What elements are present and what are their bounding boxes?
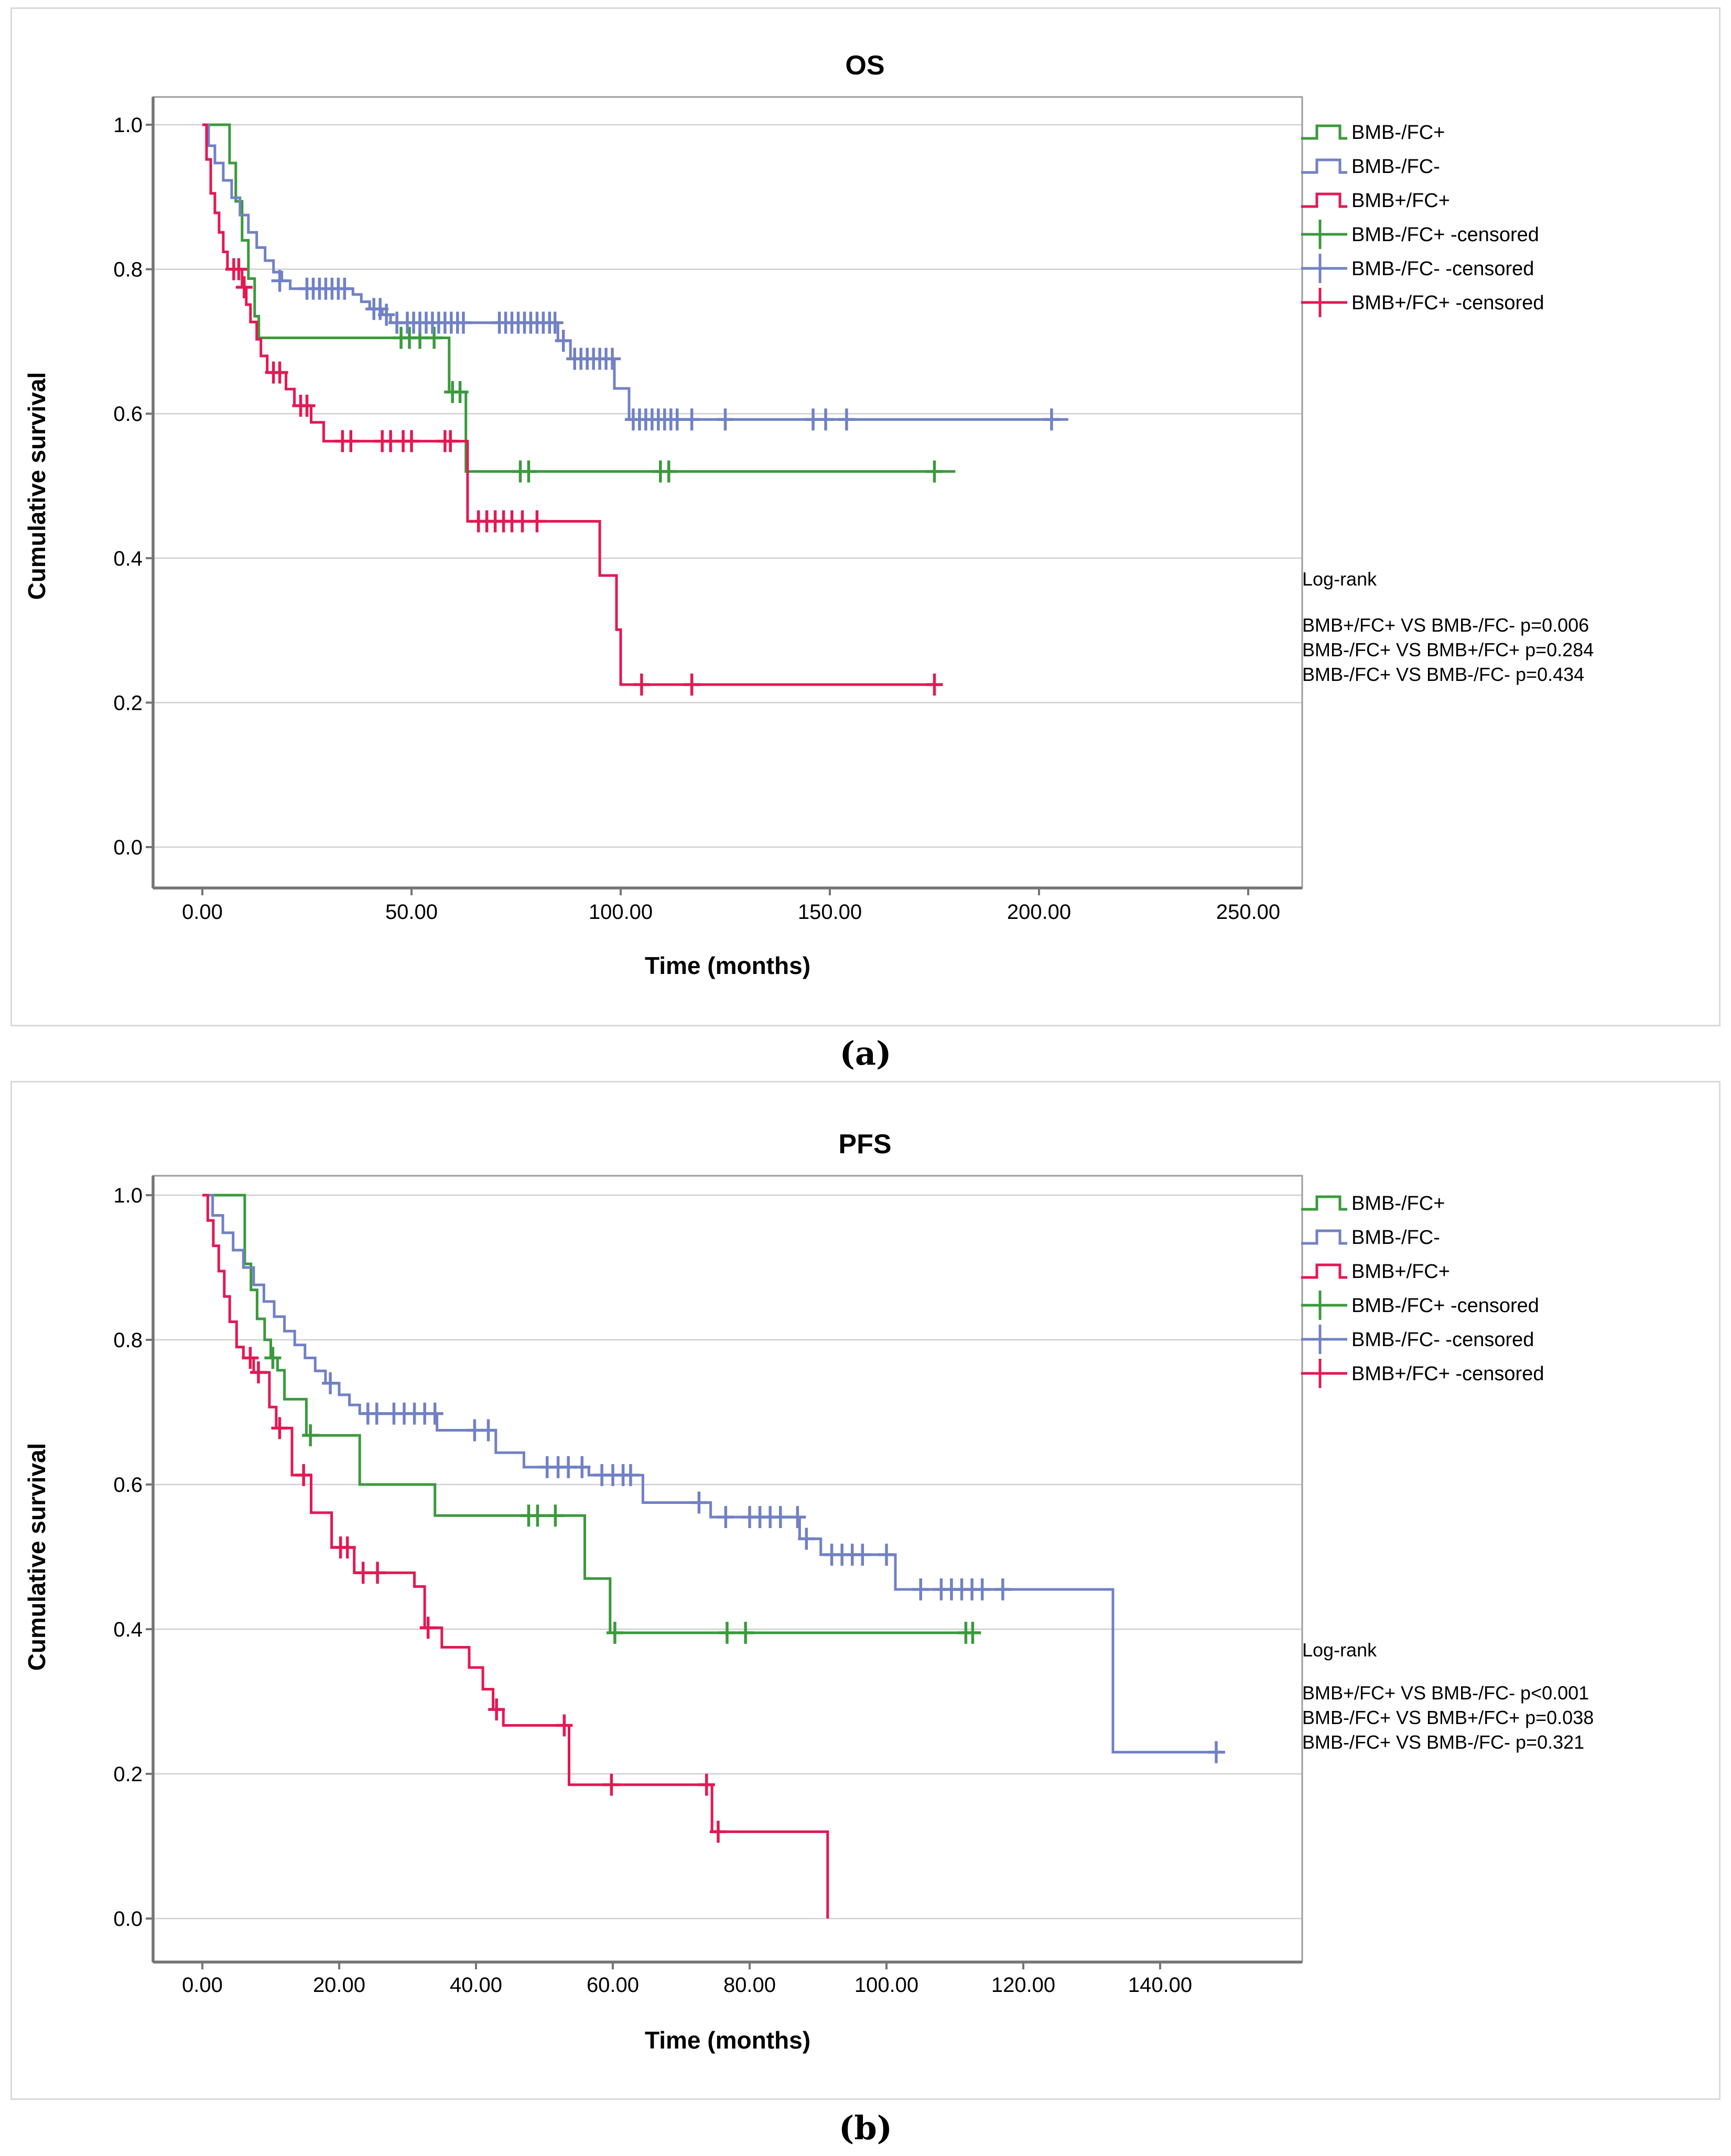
pfs-y-tick-label: 0.2 xyxy=(113,1763,143,1786)
os-log-rank-annotation: Log-rank BMB+/FC+ VS BMB-/FC- p=0.006 BMB-… xyxy=(1302,568,1594,685)
pfs-x-tick-label: 40.00 xyxy=(450,1974,502,1997)
pfs-gridlines xyxy=(153,1194,1302,1920)
pfs-plot-frame xyxy=(152,1175,1303,1964)
os-plot-frame xyxy=(152,96,1303,890)
pfs-x-tick-label: 20.00 xyxy=(313,1974,365,1997)
os-y-tick-label: 0.4 xyxy=(113,547,143,570)
pfs-x-tick-label: 80.00 xyxy=(723,1974,776,1997)
os-legend-label: BMB-/FC- xyxy=(1351,156,1440,178)
pfs-x-tick-label: 140.00 xyxy=(1128,1974,1192,1997)
os-censor-marks-blue xyxy=(271,269,1060,431)
pfs-y-tick-label: 0.4 xyxy=(113,1618,143,1641)
os-censor-marks-green xyxy=(393,327,943,483)
pfs-censor-marks-green xyxy=(264,1347,981,1644)
pfs-log-rank-line: BMB-/FC+ VS BMB-/FC- p=0.321 xyxy=(1302,1731,1584,1753)
os-y-axis-ticks: 1.0 0.8 0.6 0.4 0.2 0.0 xyxy=(113,114,153,859)
panel-a-label: (a) xyxy=(839,1034,892,1072)
os-x-tick-label: 200.00 xyxy=(1007,901,1071,924)
pfs-series-green xyxy=(202,1194,978,1634)
os-x-tick-label: 0.00 xyxy=(182,901,223,924)
pfs-log-rank-line: BMB-/FC+ VS BMB+/FC+ p=0.038 xyxy=(1302,1707,1594,1728)
os-x-tick-label: 250.00 xyxy=(1216,901,1280,924)
os-legend: BMB-/FC+ BMB-/FC- BMB+/FC+ BMB-/FC+ -censor… xyxy=(1301,122,1544,317)
pfs-legend-label: BMB-/FC- -censored xyxy=(1351,1329,1534,1351)
os-y-tick-label: 0.8 xyxy=(113,258,143,281)
pfs-censor-marks-red xyxy=(242,1347,727,1843)
pfs-series-red xyxy=(202,1194,829,1919)
os-x-axis-title: Time (months) xyxy=(645,952,810,979)
os-y-tick-label: 0.6 xyxy=(113,403,143,426)
pfs-y-tick-label: 0.6 xyxy=(113,1474,143,1497)
pfs-y-tick-label: 0.0 xyxy=(113,1908,143,1931)
pfs-legend-label: BMB-/FC+ -censored xyxy=(1351,1295,1539,1317)
os-chart-title: OS xyxy=(845,50,884,81)
os-x-axis-ticks: 0.00 50.00 100.00 150.00 200.00 250.00 xyxy=(182,888,1280,924)
pfs-series-blue xyxy=(202,1194,1225,1754)
pfs-legend-label: BMB-/FC+ xyxy=(1351,1193,1445,1215)
os-legend-label: BMB+/FC+ xyxy=(1351,190,1450,212)
os-series-blue xyxy=(202,123,1068,421)
os-legend-label: BMB-/FC- -censored xyxy=(1351,258,1534,280)
pfs-legend-label: BMB+/FC+ -censored xyxy=(1351,1363,1544,1385)
pfs-x-axis-title: Time (months) xyxy=(645,2027,810,2054)
pfs-x-axis-ticks: 0.00 20.00 40.00 60.00 80.00 100.00 120.00 140.… xyxy=(182,1962,1192,1997)
pfs-log-rank-header: Log-rank xyxy=(1302,1639,1377,1661)
pfs-x-tick-label: 60.00 xyxy=(587,1974,639,1997)
os-legend-label: BMB-/FC+ xyxy=(1351,122,1445,144)
pfs-x-tick-label: 100.00 xyxy=(854,1974,918,1997)
os-y-tick-label: 0.2 xyxy=(113,691,143,714)
pfs-x-tick-label: 120.00 xyxy=(991,1974,1055,1997)
os-survival-chart: 1.0 0.8 0.6 0.4 0.2 0.0 0.00 50.00 100.00 150.00 2… xyxy=(23,50,1594,979)
pfs-chart-title: PFS xyxy=(838,1129,891,1160)
pfs-x-tick-label: 0.00 xyxy=(182,1974,223,1997)
panel-pfs: 1.0 0.8 0.6 0.4 0.2 0.0 0.00 20.00 40.00 60.00 80.… xyxy=(10,1081,1721,2100)
os-x-tick-label: 50.00 xyxy=(385,901,438,924)
pfs-legend-label: BMB+/FC+ xyxy=(1351,1261,1450,1283)
os-y-axis-title: Cumulative survival xyxy=(23,372,50,600)
os-log-rank-line: BMB+/FC+ VS BMB-/FC- p=0.006 xyxy=(1302,614,1589,636)
pfs-legend: BMB-/FC+ BMB-/FC- BMB+/FC+ BMB-/FC+ -censor… xyxy=(1301,1193,1544,1388)
os-y-tick-label: 0.0 xyxy=(113,836,143,859)
pfs-y-axis-title: Cumulative survival xyxy=(23,1443,50,1671)
pfs-censor-marks-blue xyxy=(322,1372,1225,1763)
os-x-tick-label: 100.00 xyxy=(589,901,653,924)
os-gridlines xyxy=(153,124,1302,848)
pfs-y-tick-label: 1.0 xyxy=(113,1184,143,1207)
pfs-log-rank-line: BMB+/FC+ VS BMB-/FC- p<0.001 xyxy=(1302,1682,1589,1704)
os-log-rank-line: BMB-/FC+ VS BMB-/FC- p=0.434 xyxy=(1302,664,1584,685)
pfs-y-tick-label: 0.8 xyxy=(113,1329,143,1352)
os-censor-marks-red xyxy=(225,258,943,696)
panel-os: 1.0 0.8 0.6 0.4 0.2 0.0 0.00 50.00 100.00 150.00 2… xyxy=(10,7,1721,1026)
os-legend-label: BMB-/FC+ -censored xyxy=(1351,224,1539,246)
os-log-rank-header: Log-rank xyxy=(1302,568,1377,590)
os-log-rank-line: BMB-/FC+ VS BMB+/FC+ p=0.284 xyxy=(1302,639,1594,660)
os-x-tick-label: 150.00 xyxy=(798,901,862,924)
pfs-survival-chart: 1.0 0.8 0.6 0.4 0.2 0.0 0.00 20.00 40.00 60.00 80.… xyxy=(23,1129,1594,2054)
pfs-legend-label: BMB-/FC- xyxy=(1351,1227,1440,1249)
pfs-y-axis-ticks: 1.0 0.8 0.6 0.4 0.2 0.0 xyxy=(113,1184,153,1931)
os-y-tick-label: 1.0 xyxy=(113,114,143,137)
panel-b-label: (b) xyxy=(838,2109,893,2147)
pfs-log-rank-annotation: Log-rank BMB+/FC+ VS BMB-/FC- p<0.001 BMB-… xyxy=(1302,1639,1594,1753)
os-legend-label: BMB+/FC+ -censored xyxy=(1351,292,1544,314)
